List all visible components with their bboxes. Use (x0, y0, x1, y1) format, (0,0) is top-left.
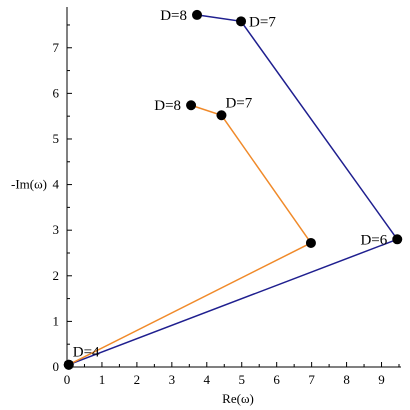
x-tick-label: 3 (169, 372, 176, 387)
series-line-1 (68, 14, 399, 366)
point-annotation: D=8 (160, 8, 187, 24)
x-tick-label: 0 (64, 372, 71, 387)
y-axis-label: -Im(ω) (11, 177, 47, 192)
point-annotation: D=7 (225, 95, 252, 111)
y-tick-label: 1 (53, 313, 60, 328)
data-point (392, 234, 403, 245)
y-tick-label: 4 (53, 177, 60, 192)
x-tick-label: 8 (343, 372, 350, 387)
data-point (236, 16, 247, 27)
points-layer (63, 9, 403, 370)
point-annotation: D=7 (249, 14, 276, 30)
x-axis-label: Re(ω) (222, 391, 254, 406)
y-tick-label: 0 (53, 359, 60, 374)
point-annotation: D=8 (154, 98, 181, 114)
x-tick-label: 1 (99, 372, 106, 387)
x-tick-label: 2 (134, 372, 141, 387)
series-line-2 (68, 104, 313, 366)
y-tick-label: 6 (53, 85, 60, 100)
y-tick-label: 7 (53, 40, 60, 55)
x-tick-label: 7 (308, 372, 315, 387)
x-tick-label: 4 (204, 372, 211, 387)
y-tick-label: 2 (53, 268, 60, 283)
data-point (305, 237, 316, 248)
data-point (63, 359, 74, 370)
data-point (216, 110, 227, 121)
y-tick-label: 3 (53, 222, 60, 237)
data-point (192, 9, 203, 20)
x-tick-label: 5 (238, 372, 245, 387)
x-tick-label: 9 (378, 372, 385, 387)
x-tick-label: 6 (273, 372, 280, 387)
labels-layer: D=4 D=6 D=7 D=8 D=7 D=8 (73, 8, 388, 361)
point-annotation: D=4 (73, 345, 100, 361)
point-annotation: D=6 (360, 232, 387, 248)
series-layer (68, 14, 399, 366)
axes: 0 1 2 3 4 5 6 7 8 9 0 1 2 3 4 5 6 7 (53, 7, 401, 387)
data-point (186, 100, 197, 111)
y-tick-label: 5 (53, 131, 60, 146)
